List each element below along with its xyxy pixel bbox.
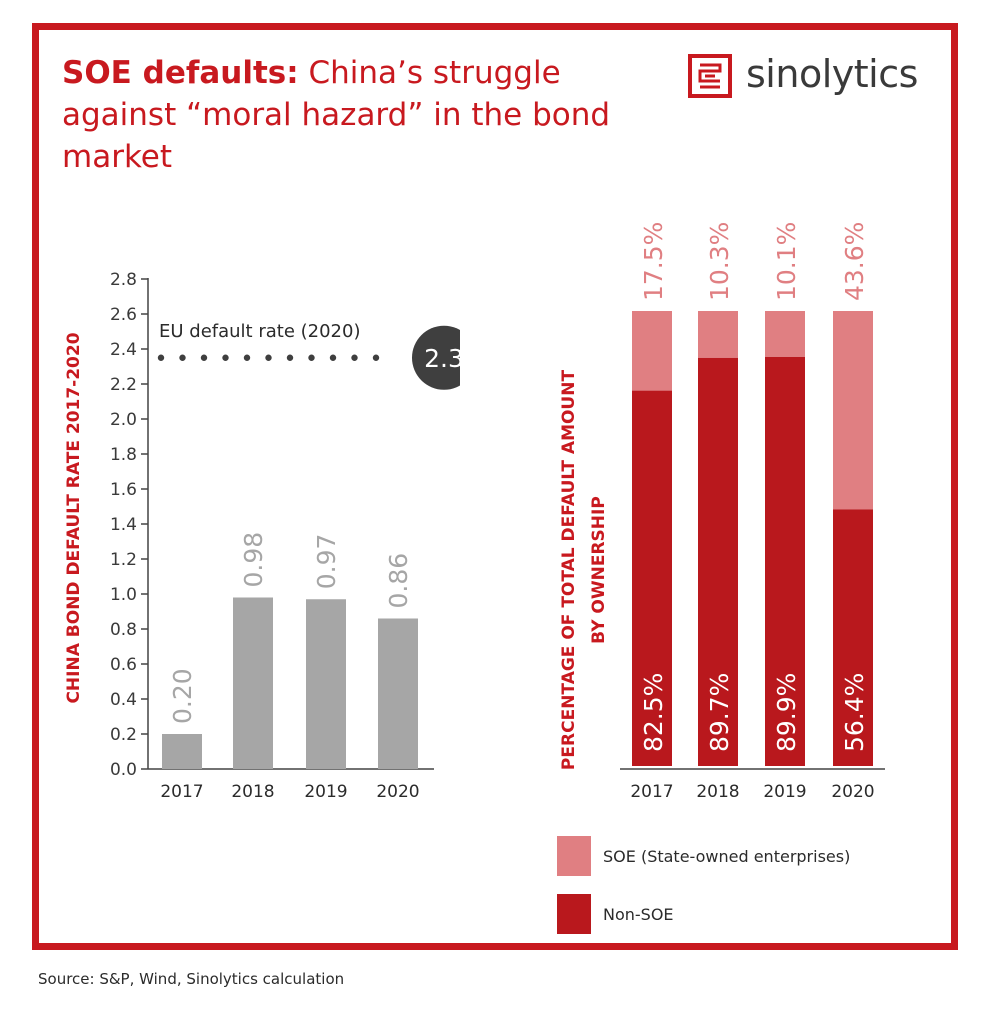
y-tick-label: 1.8	[110, 445, 137, 465]
reference-dot	[286, 354, 294, 361]
soe-bar-segment	[698, 311, 738, 358]
y-tick-label: 1.6	[110, 480, 137, 500]
default-rate-value-label: 0.97	[312, 534, 341, 590]
non-soe-bar-segment	[632, 390, 672, 766]
default-rate-y-axis-label: CHINA BOND DEFAULT RATE 2017-2020	[64, 332, 84, 703]
reference-dot	[222, 354, 229, 361]
default-rate-bar	[233, 597, 273, 769]
y-tick-label: 0.0	[110, 760, 137, 780]
x-tick-label: 2020	[831, 782, 874, 802]
legend-swatch-non-soe	[557, 894, 591, 934]
y-tick-label: 2.4	[110, 340, 137, 360]
ownership-chart: PERCENTAGE OF TOTAL DEFAULT AMOUNT BY OW…	[559, 222, 885, 802]
default-rate-bar	[378, 618, 418, 769]
ownership-y-axis-label-line2: BY OWNERSHIP	[589, 496, 609, 644]
y-tick-label: 1.2	[110, 550, 137, 570]
y-tick-label: 2.6	[110, 305, 137, 325]
reference-dot	[243, 354, 251, 361]
soe-bar-segment	[833, 311, 873, 510]
reference-dot	[329, 354, 337, 361]
y-tick-label: 0.4	[110, 690, 137, 710]
reference-dot	[308, 354, 315, 361]
title-bold: SOE defaults:	[62, 55, 299, 91]
y-tick-label: 0.8	[110, 620, 137, 640]
x-tick-label: 2019	[763, 782, 806, 802]
y-tick-label: 1.0	[110, 585, 137, 605]
default-rate-value-label: 0.20	[168, 668, 197, 724]
reference-dot	[200, 354, 208, 361]
ownership-y-axis-label: PERCENTAGE OF TOTAL DEFAULT AMOUNT	[559, 370, 579, 771]
legend-label-non-soe: Non-SOE	[603, 904, 674, 924]
default-rate-bars: 0.20 2017 0.98 2018 0.97 2019 0.86 2020	[160, 532, 419, 802]
legend-item-non-soe: Non-SOE	[557, 894, 850, 934]
reference-dot	[265, 354, 272, 361]
brand-name: sinolytics	[746, 52, 918, 96]
non-soe-value-label: 82.5%	[639, 673, 668, 752]
reference-dot	[157, 354, 165, 361]
x-tick-label: 2020	[376, 782, 419, 802]
default-rate-value-label: 0.86	[384, 553, 413, 609]
x-tick-label: 2019	[304, 782, 347, 802]
y-tick-label: 2.0	[110, 410, 137, 430]
soe-bar-segment	[632, 311, 672, 391]
soe-bar-segment	[765, 311, 805, 357]
eu-reference-line	[157, 354, 380, 361]
non-soe-value-label: 89.9%	[772, 673, 801, 752]
reference-dot	[179, 354, 186, 361]
soe-value-label: 10.1%	[772, 222, 801, 301]
non-soe-bar-segment	[833, 509, 873, 766]
eu-value-label: 2.3	[424, 344, 460, 373]
default-rate-chart: CHINA BOND DEFAULT RATE 2017-2020 0.0 0.2…	[64, 270, 460, 802]
x-tick-label: 2018	[231, 782, 274, 802]
x-tick-label: 2017	[630, 782, 673, 802]
eu-value-bubble	[412, 325, 460, 390]
non-soe-bar-segment	[765, 356, 805, 766]
legend-label-soe: SOE (State-owned enterprises)	[603, 846, 851, 866]
reference-dot	[372, 354, 380, 361]
soe-value-label: 43.6%	[840, 222, 869, 301]
sinolytics-logo-icon	[688, 54, 732, 98]
y-tick-label: 1.4	[110, 515, 137, 535]
x-tick-label: 2017	[160, 782, 203, 802]
legend: SOE (State-owned enterprises) Non-SOE	[557, 836, 850, 952]
reference-dot	[351, 354, 358, 361]
chart-title: SOE defaults: China’s struggle against “…	[62, 52, 622, 178]
source-note: Source: S&P, Wind, Sinolytics calculatio…	[38, 970, 345, 988]
ownership-bars: 17.5% 82.5% 2017 10.3% 89.7% 2018 10.1% 89.9% 20…	[630, 222, 874, 802]
legend-swatch-soe	[557, 836, 591, 876]
non-soe-value-label: 89.7%	[705, 673, 734, 752]
legend-item-soe: SOE (State-owned enterprises)	[557, 836, 850, 876]
y-tick-label: 0.6	[110, 655, 137, 675]
title-rest: China’s struggle against “moral hazard” …	[62, 55, 611, 175]
soe-value-label: 17.5%	[639, 222, 668, 301]
infographic-frame	[32, 23, 958, 950]
eu-reference-label: EU default rate (2020)	[159, 321, 360, 342]
soe-value-label: 10.3%	[705, 222, 734, 301]
y-tick-label: 2.2	[110, 375, 137, 395]
default-rate-value-label: 0.98	[239, 532, 268, 588]
y-tick-label: 2.8	[110, 270, 137, 290]
y-tick-label: 0.2	[110, 725, 137, 745]
default-rate-bar	[306, 599, 346, 769]
non-soe-value-label: 56.4%	[840, 673, 869, 752]
non-soe-bar-segment	[698, 357, 738, 766]
default-rate-bar	[162, 734, 202, 769]
x-tick-label: 2018	[696, 782, 739, 802]
default-rate-y-ticks: 0.0 0.2 0.4 0.6 0.8 1.0 1.2 1.4 1.6 1.8 2.0 2.2 2.4 2…	[110, 270, 148, 780]
